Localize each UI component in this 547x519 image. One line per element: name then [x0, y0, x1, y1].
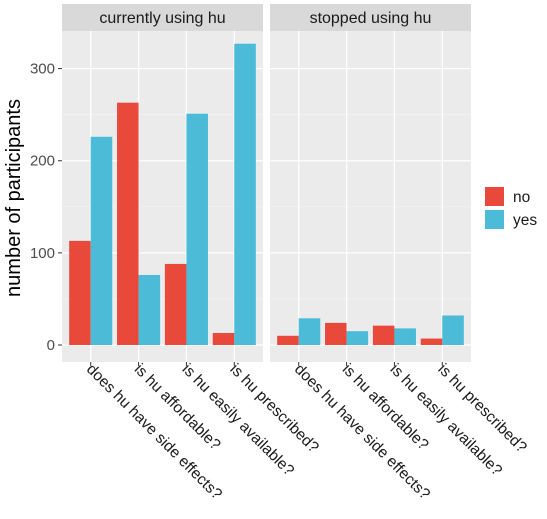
legend-label: yes: [513, 212, 537, 229]
facet-strip: [62, 4, 263, 31]
bar-no: [420, 338, 443, 345]
bar-yes: [234, 43, 256, 345]
bar-yes: [186, 113, 208, 345]
facet-title: stopped using hu: [310, 10, 432, 27]
legend-key-no: [485, 187, 504, 206]
bar-no: [277, 335, 299, 345]
bar-no: [212, 333, 235, 345]
bar-yes: [346, 331, 369, 345]
x-tick-label: is hu affordable?: [339, 361, 432, 454]
x-axis: does hu have side effects?is hu affordab…: [83, 361, 530, 503]
legend-key-yes: [485, 210, 504, 229]
x-tick-label: is hu affordable?: [131, 361, 224, 454]
bar-no: [69, 240, 91, 345]
y-tick-label: 100: [30, 245, 55, 262]
bar-no: [325, 322, 347, 345]
facet-panel-2: stopped using hu: [270, 4, 471, 362]
y-axis-title: number of participants: [3, 99, 25, 297]
y-tick-label: 300: [30, 61, 55, 78]
x-tick-label: is hu prescribed?: [434, 361, 530, 457]
bar-no: [117, 102, 139, 345]
bar-no: [164, 263, 187, 345]
chart-panels: currently using hu stopped using hu: [62, 4, 471, 362]
bar-no: [372, 325, 395, 345]
bar-yes: [90, 136, 113, 345]
bar-yes: [298, 318, 321, 345]
panel-background: [270, 31, 471, 362]
facet-panel-1: currently using hu: [62, 4, 263, 362]
y-axis: 0 100 200 300: [30, 61, 62, 354]
facet-title: currently using hu: [99, 10, 225, 27]
y-tick-label: 200: [30, 153, 55, 170]
facet-strip: [270, 4, 471, 31]
bar-yes: [138, 274, 161, 345]
legend-label: no: [513, 189, 530, 206]
y-tick-label: 0: [47, 337, 55, 354]
bar-yes: [442, 315, 464, 345]
legend: no yes: [485, 187, 537, 229]
bar-yes: [394, 328, 416, 345]
